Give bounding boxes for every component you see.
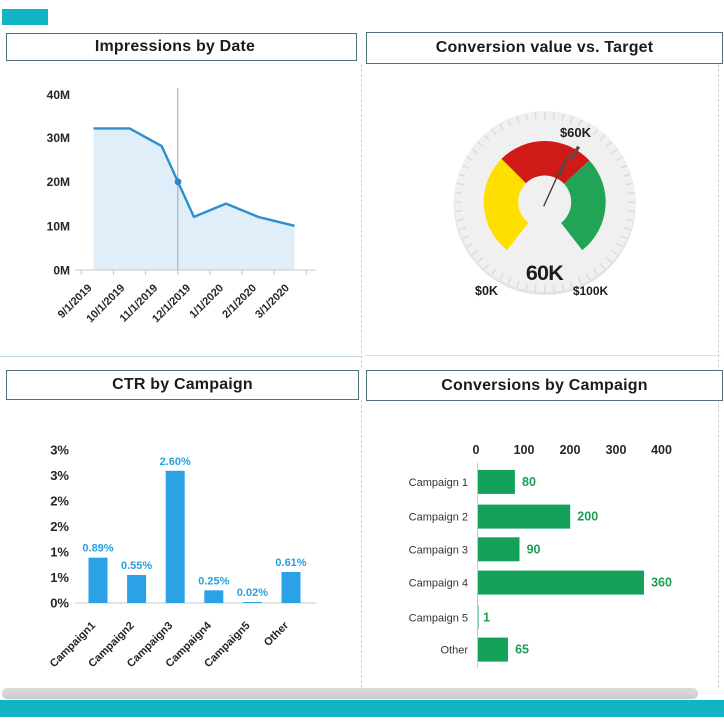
svg-text:0M: 0M (53, 264, 70, 278)
svg-text:80: 80 (522, 475, 536, 489)
svg-text:100: 100 (514, 443, 535, 457)
svg-text:$60K: $60K (560, 125, 592, 140)
svg-text:20M: 20M (47, 175, 70, 189)
svg-text:360: 360 (651, 576, 672, 590)
svg-text:1: 1 (483, 610, 490, 624)
svg-text:Other: Other (262, 619, 292, 649)
svg-text:200: 200 (560, 443, 581, 457)
svg-text:2/1/2020: 2/1/2020 (220, 282, 259, 321)
svg-text:40M: 40M (47, 88, 70, 102)
svg-text:Campaign 2: Campaign 2 (409, 512, 468, 524)
svg-text:$0K: $0K (475, 284, 498, 298)
svg-text:2.60%: 2.60% (160, 456, 191, 468)
svg-text:Campaign 4: Campaign 4 (409, 578, 468, 590)
svg-text:0.55%: 0.55% (121, 560, 152, 572)
svg-text:1%: 1% (50, 545, 69, 560)
svg-text:60K: 60K (526, 261, 564, 285)
svg-text:400: 400 (651, 443, 672, 457)
svg-text:0: 0 (473, 443, 480, 457)
svg-text:30M: 30M (47, 131, 70, 145)
svg-text:0.61%: 0.61% (275, 557, 306, 569)
svg-text:3/1/2020: 3/1/2020 (253, 282, 292, 321)
svg-text:2%: 2% (50, 494, 69, 509)
svg-text:Campaign 5: Campaign 5 (409, 612, 468, 624)
svg-text:0.02%: 0.02% (237, 587, 268, 599)
svg-text:300: 300 (606, 443, 627, 457)
svg-text:0.89%: 0.89% (82, 543, 113, 555)
svg-text:3%: 3% (50, 443, 69, 458)
svg-text:Campaign 1: Campaign 1 (409, 477, 468, 489)
svg-text:1/1/2020: 1/1/2020 (187, 282, 226, 321)
svg-text:10M: 10M (47, 219, 70, 233)
svg-text:1%: 1% (50, 570, 69, 585)
svg-text:Other: Other (440, 645, 468, 657)
svg-text:90: 90 (527, 542, 541, 556)
svg-text:3%: 3% (50, 468, 69, 483)
svg-text:65: 65 (515, 643, 529, 657)
svg-text:0%: 0% (50, 596, 69, 611)
svg-text:$100K: $100K (573, 284, 609, 298)
svg-text:0.25%: 0.25% (198, 575, 229, 587)
svg-text:200: 200 (577, 510, 598, 524)
svg-text:2%: 2% (50, 519, 69, 534)
svg-text:Campaign 3: Campaign 3 (409, 544, 468, 556)
